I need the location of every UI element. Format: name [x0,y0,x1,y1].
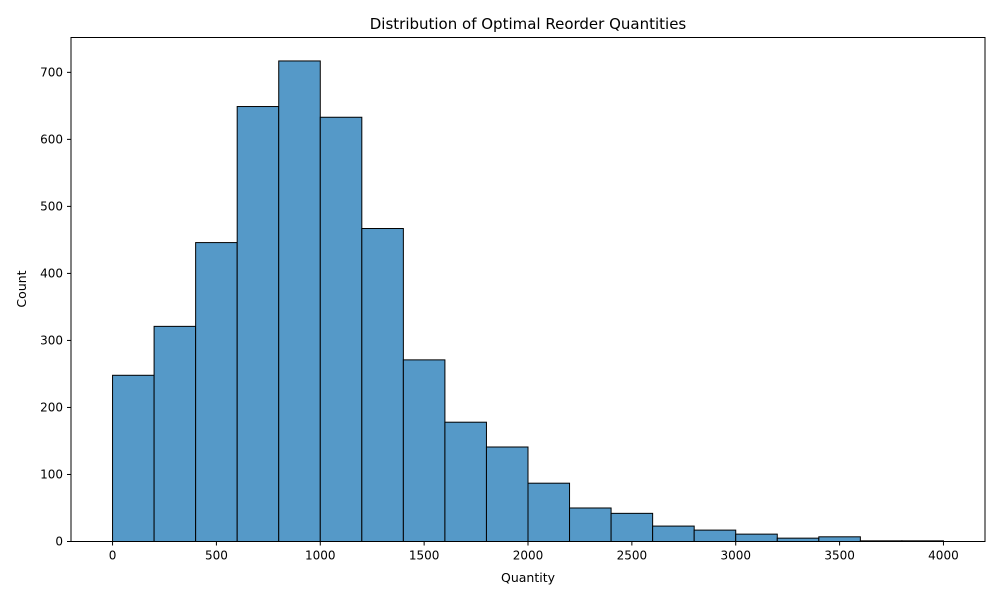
y-tick-label: 100 [40,467,63,481]
x-tick-label: 500 [205,549,228,563]
x-tick-label: 3000 [720,549,751,563]
plot-frame [70,37,986,542]
y-axis-label: Count [14,270,29,307]
x-tick-label: 2000 [513,549,544,563]
bar-bin-17 [818,536,861,543]
bar-bin-7 [402,359,446,542]
x-axis-label: Quantity [501,570,556,585]
bar-bin-1 [153,325,197,542]
bar-bin-5 [319,116,363,543]
bar-bin-12 [610,512,654,543]
bar-bin-4 [278,60,321,542]
bar-bin-3 [236,106,280,542]
bar-bin-9 [485,446,529,542]
bar-bin-14 [693,529,737,543]
y-axis: 0 100 200 300 400 500 600 700 [40,65,71,549]
bar-bin-10 [527,482,571,543]
bar-bin-16 [776,537,820,542]
y-tick-label: 700 [40,65,63,79]
y-tick-label: 0 [55,535,63,549]
bar-bin-11 [569,507,612,542]
y-tick-label: 600 [40,132,63,146]
y-tick-label: 200 [40,400,63,414]
y-tick-label: 500 [40,199,63,213]
bar-bin-13 [652,525,695,542]
x-tick-label: 3500 [824,549,855,563]
x-tick-label: 1500 [409,549,440,563]
bar-bin-6 [361,228,404,542]
bars-group [112,60,944,543]
x-tick-label: 1000 [305,549,336,563]
x-tick-label: 2500 [617,549,648,563]
bar-bin-8 [444,421,487,542]
bar-bin-0 [112,374,155,542]
y-tick-label: 300 [40,333,63,347]
x-axis: 0 500 1000 1500 2000 2500 3000 3500 4000 [109,541,959,563]
chart-title: Distribution of Optimal Reorder Quantiti… [370,15,687,33]
y-tick-label: 400 [40,266,63,280]
x-tick-label: 4000 [928,549,959,563]
bar-bin-15 [735,533,778,543]
bar-bin-2 [195,242,238,542]
x-tick-label: 0 [109,549,117,563]
